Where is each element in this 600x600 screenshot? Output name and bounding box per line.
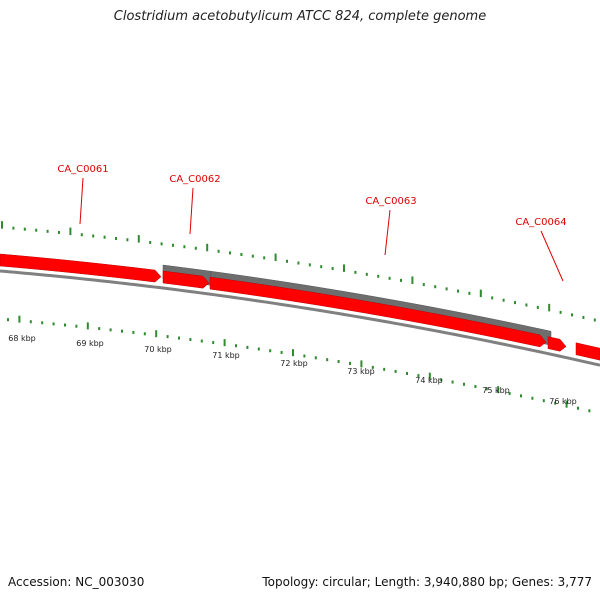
- gene-label: CA_C0064: [515, 217, 566, 228]
- gene-label: CA_C0063: [365, 196, 416, 207]
- kbp-label: 74 kbp: [415, 376, 443, 385]
- gene-arrow: [209, 276, 547, 348]
- gene-track: [0, 253, 600, 361]
- accession-text: Accession: NC_003030: [8, 575, 145, 589]
- kbp-label: 73 kbp: [347, 367, 375, 376]
- gene-label: CA_C0061: [57, 164, 108, 175]
- backbone-line: [0, 269, 600, 367]
- kbp-scale-labels: 68 kbp 69 kbp 70 kbp 71 kbp 72 kbp 73 kbp 74 k…: [8, 334, 577, 406]
- gene-arrow: [0, 253, 162, 283]
- gene-arrow: [547, 336, 567, 352]
- gene-leader-line: [79, 177, 84, 225]
- gene-leader-line: [189, 187, 194, 235]
- kbp-label: 71 kbp: [212, 351, 240, 360]
- kbp-label: 69 kbp: [76, 339, 104, 348]
- inner-tick-track: [7, 315, 591, 413]
- kbp-label: 75 kbp: [482, 386, 510, 395]
- genome-backbone: [0, 269, 600, 367]
- map-title: Clostridium acetobutylicum ATCC 824, com…: [113, 9, 487, 24]
- gene-labels: CA_C0061 CA_C0062 CA_C0063 CA_C0064: [57, 164, 567, 282]
- kbp-label: 72 kbp: [280, 359, 308, 368]
- kbp-label: 76 kbp: [549, 397, 577, 406]
- gene-leader-line: [384, 209, 391, 256]
- gene-leader-line: [540, 230, 564, 282]
- kbp-label: 70 kbp: [144, 345, 172, 354]
- genome-summary-text: Topology: circular; Length: 3,940,880 bp…: [262, 575, 592, 589]
- outer-tick-track: [1, 221, 596, 322]
- gene-label: CA_C0062: [169, 174, 220, 185]
- gene-arrow: [162, 270, 210, 289]
- kbp-label: 68 kbp: [8, 334, 36, 343]
- gene-arrow: [575, 342, 600, 361]
